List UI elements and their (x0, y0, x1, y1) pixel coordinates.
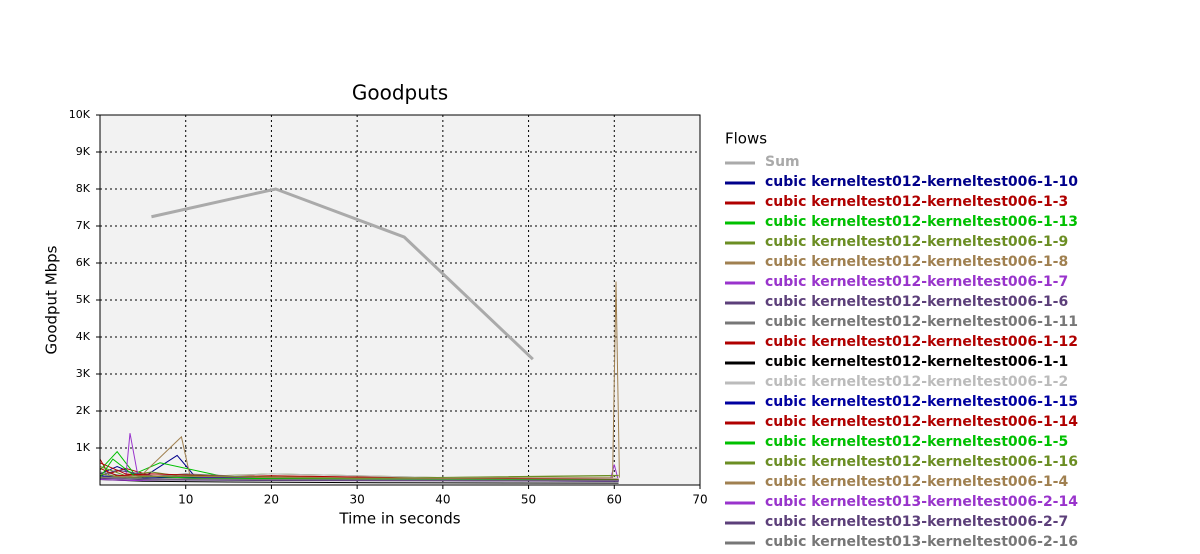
legend-label: Sum (765, 154, 800, 170)
legend-label: cubic kerneltest012-kerneltest006-1-5 (765, 434, 1068, 450)
legend-label: cubic kerneltest013-kerneltest006-2-14 (765, 494, 1078, 510)
y-tick-label: 5K (76, 293, 91, 306)
legend-label: cubic kerneltest013-kerneltest006-2-16 (765, 534, 1078, 550)
legend-label: cubic kerneltest012-kerneltest006-1-14 (765, 414, 1078, 430)
series-line (99, 458, 619, 481)
y-tick-label: 7K (76, 219, 91, 232)
x-axis-label: Time in seconds (338, 510, 460, 528)
y-tick-label: 6K (76, 256, 91, 269)
series-line (151, 187, 534, 361)
legend-title: Flows (725, 130, 767, 148)
chart-title: Goodputs (352, 81, 448, 105)
legend-label: cubic kerneltest012-kerneltest006-1-2 (765, 374, 1068, 390)
y-tick-label: 2K (76, 404, 91, 417)
legend-label: cubic kerneltest012-kerneltest006-1-11 (765, 314, 1078, 330)
legend-label: cubic kerneltest012-kerneltest006-1-16 (765, 454, 1078, 470)
legend-label: cubic kerneltest012-kerneltest006-1-3 (765, 194, 1068, 210)
x-tick-label: 20 (264, 493, 279, 507)
y-tick-label: 3K (76, 367, 91, 380)
legend-label: cubic kerneltest012-kerneltest006-1-10 (765, 174, 1078, 190)
x-tick-label: 60 (607, 493, 622, 507)
x-tick-label: 70 (692, 493, 707, 507)
y-tick-label: 8K (76, 182, 91, 195)
legend-label: cubic kerneltest012-kerneltest006-1-13 (765, 214, 1078, 230)
series-line (99, 476, 619, 481)
x-tick-label: 40 (435, 493, 450, 507)
legend-label: cubic kerneltest013-kerneltest006-2-7 (765, 514, 1068, 530)
x-tick-label: 10 (178, 493, 193, 507)
series-line (99, 281, 620, 479)
legend-label: cubic kerneltest012-kerneltest006-1-9 (765, 234, 1068, 250)
legend-label: cubic kerneltest012-kerneltest006-1-6 (765, 294, 1068, 310)
y-tick-label: 1K (76, 441, 91, 454)
y-axis-label: Goodput Mbps (43, 245, 61, 354)
legend-label: cubic kerneltest012-kerneltest006-1-4 (765, 474, 1068, 490)
legend-label: cubic kerneltest012-kerneltest006-1-7 (765, 274, 1068, 290)
legend-label: cubic kerneltest012-kerneltest006-1-1 (765, 354, 1068, 370)
y-tick-label: 4K (76, 330, 91, 343)
x-tick-label: 50 (521, 493, 536, 507)
y-tick-label: 9K (76, 145, 91, 158)
x-tick-label: 30 (350, 493, 365, 507)
legend-label: cubic kerneltest012-kerneltest006-1-15 (765, 394, 1078, 410)
legend-label: cubic kerneltest012-kerneltest006-1-12 (765, 334, 1078, 350)
legend-label: cubic kerneltest012-kerneltest006-1-8 (765, 254, 1068, 270)
series-line (99, 477, 619, 482)
y-tick-label: 10K (69, 108, 91, 121)
